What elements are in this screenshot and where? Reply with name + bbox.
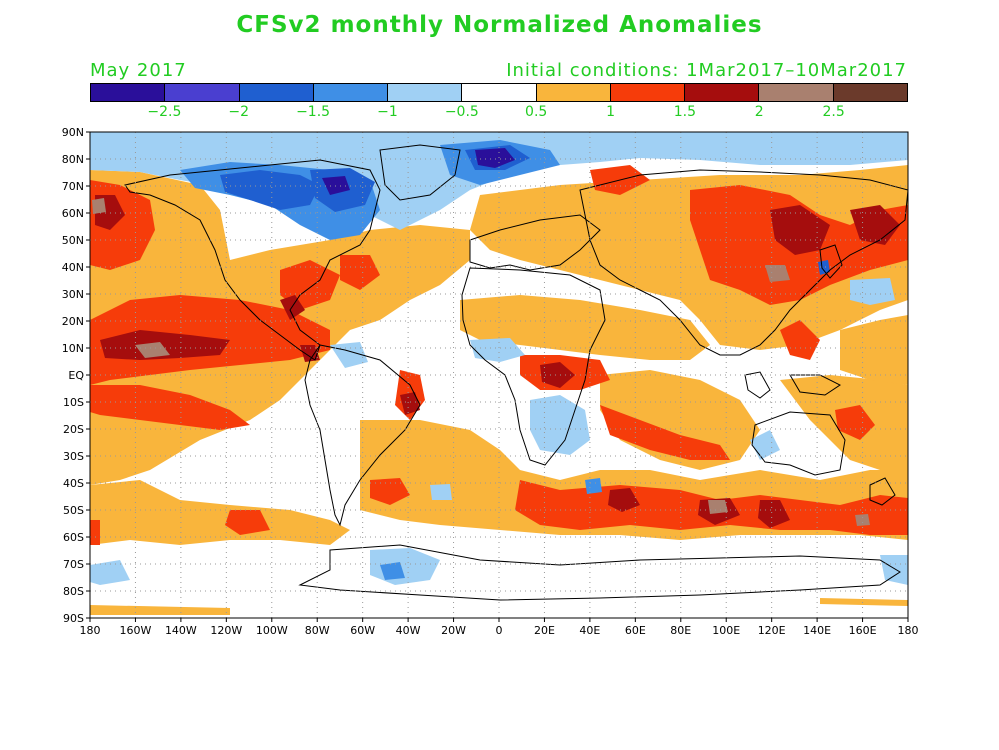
colorbar-swatch [91,84,166,101]
lon-label: 100W [256,624,288,637]
lat-label: 80S [63,585,84,598]
lon-label: 80E [670,624,691,637]
lon-label: 0 [496,624,503,637]
lat-label: 30S [63,450,84,463]
colorbar-label: 0.5 [525,104,548,120]
lon-label: 40E [579,624,600,637]
colorbar-swatch [313,84,389,101]
anomaly-darkred-regions [95,195,900,528]
colorbar-swatch [165,84,240,101]
latitude-labels: 90N 80N 70N 60N 50N 40N 30N 20N 10N EQ 10S 20S 30S 40… [62,126,85,625]
colorbar-swatch [833,84,907,101]
lat-label: 70S [63,558,84,571]
lon-label: 160W [120,624,152,637]
lon-label: 20W [441,624,466,637]
lon-label: 180 [80,624,101,637]
colorbar-label: −1.5 [296,104,331,120]
lon-label: 20E [534,624,555,637]
lat-label: 20S [63,423,84,436]
colorbar-label: 2.5 [822,104,845,120]
lon-label: 60E [625,624,646,637]
colorbar-label: −1 [377,104,398,120]
lat-label: 80N [62,153,84,166]
lat-label: 60N [62,207,84,220]
lon-label: 80W [305,624,330,637]
lon-label: 40W [396,624,421,637]
colorbar-swatch [239,84,314,101]
colorbar-swatch [462,84,537,101]
colorbar-swatch [610,84,686,101]
colorbar-label: 1 [606,104,615,120]
lon-label: 140W [165,624,197,637]
lon-label: 140E [803,624,831,637]
lat-label: 30N [62,288,84,301]
colorbar-swatch [759,84,834,101]
colorbar-swatch [388,84,463,101]
lat-label: 40N [62,261,84,274]
colorbar-swatch [685,84,760,101]
lat-label: 50N [62,234,84,247]
lat-label: 50S [63,504,84,517]
lat-label: 40S [63,477,84,490]
chart-title: CFSv2 monthly Normalized Anomalies [236,12,763,38]
colorbar-label: −2.5 [147,104,182,120]
colorbar [90,83,908,102]
initial-conditions-label: Initial conditions: 1Mar2017–10Mar2017 [506,60,907,81]
axis-ticks [86,131,909,622]
lat-label: 90S [63,612,84,625]
lat-label: 60S [63,531,84,544]
lon-label: 60W [350,624,375,637]
lon-label: 120E [758,624,786,637]
colorbar-swatch [536,84,611,101]
lon-label: 120W [210,624,242,637]
lat-label: 70N [62,180,84,193]
lat-label: 90N [62,126,84,139]
lon-label: 160E [849,624,877,637]
colorbar-label: 2 [754,104,764,120]
lat-label: 10N [62,342,84,355]
lon-label: 100E [712,624,740,637]
lon-label: 180 [898,624,919,637]
colorbar-label: −2 [228,104,250,120]
lat-label: EQ [68,369,84,382]
colorbar-label: 1.5 [673,104,697,120]
lat-label: 20N [62,315,84,328]
forecast-month: May 2017 [90,60,187,81]
gridlines [90,132,908,618]
coastlines [124,144,908,601]
lat-label: 10S [63,396,84,409]
colorbar-label: −0.5 [444,104,479,120]
longitude-labels: 180 160W 140W 120W 100W 80W 60W 40W 20W 0 20E 40E 60… [80,624,919,637]
